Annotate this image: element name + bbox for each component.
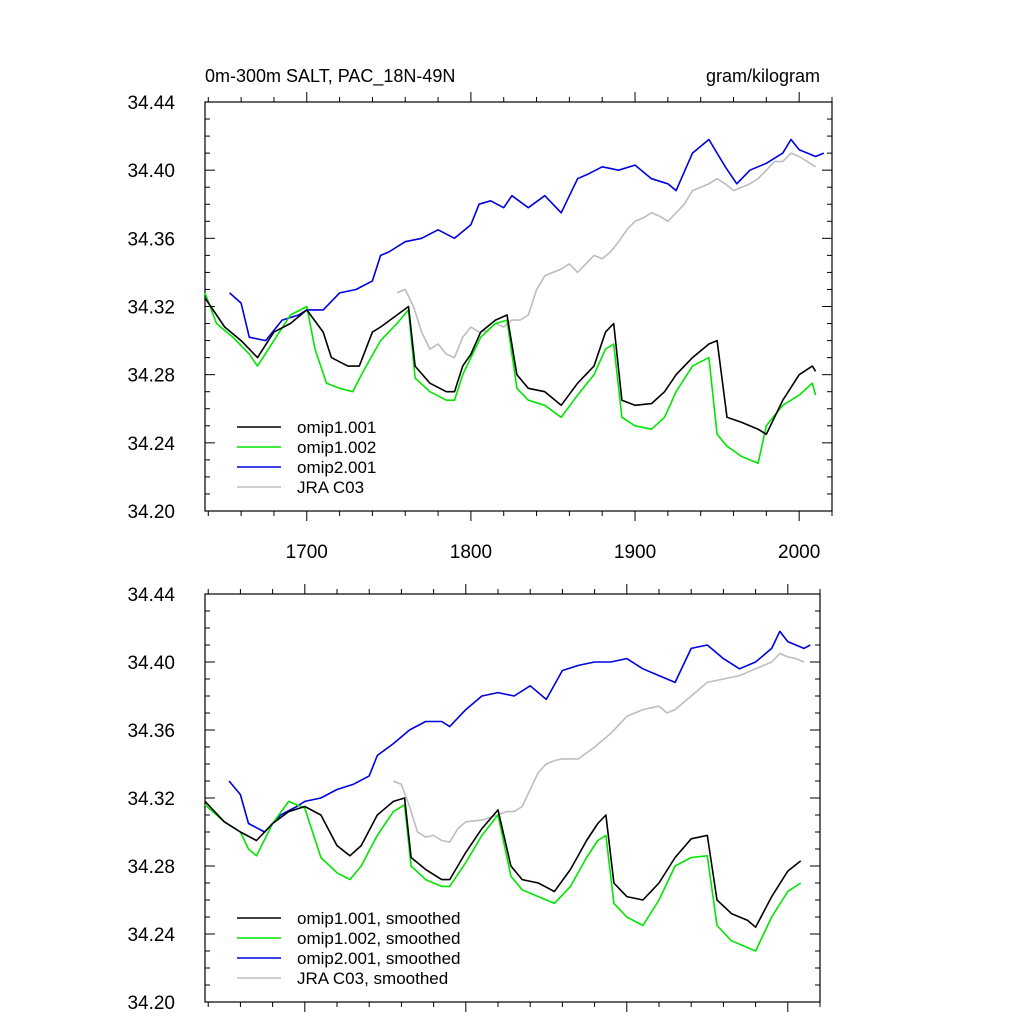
legend-label: omip1.002 (297, 438, 376, 457)
series-line-1 (204, 800, 802, 952)
panel-bottom: 34.20 34.24 34.28 34.32 34.36 34.40 34.44 omip1… (127, 584, 821, 1014)
units-label: gram/kilogram (706, 66, 820, 86)
legend-label: omip1.001, smoothed (297, 909, 461, 928)
x-tick-label: 1900 (614, 542, 656, 563)
y-tick-label: 34.40 (127, 161, 175, 182)
x-tick-label: 1800 (450, 542, 492, 563)
legend-label: omip2.001 (297, 458, 376, 477)
series-line-2 (229, 138, 825, 342)
legend-label: omip1.002, smoothed (297, 929, 461, 948)
y-tick-label: 34.36 (127, 229, 175, 250)
legend-label: omip1.001 (297, 418, 376, 437)
y-tick-label: 34.44 (127, 93, 175, 114)
y-tick-label: 34.44 (127, 585, 175, 606)
y-tick-label: 34.28 (127, 857, 175, 878)
y-tick-label: 34.28 (127, 366, 175, 387)
y-tick-label: 34.32 (127, 298, 175, 319)
legend-label: omip2.001, smoothed (297, 949, 461, 968)
series-line-3 (393, 652, 805, 844)
y-tick-label: 34.24 (127, 925, 175, 946)
x-tick-label: 1700 (286, 542, 328, 563)
series-line-3 (396, 152, 817, 359)
y-tick-label: 34.24 (127, 434, 175, 455)
y-tick-label: 34.40 (127, 653, 175, 674)
legend-label: JRA C03, smoothed (297, 969, 448, 988)
y-tick-label: 34.20 (127, 993, 175, 1014)
panel-top: 34.20 34.24 34.28 34.32 34.36 34.40 34.44 1700 1… (127, 92, 833, 563)
chart-title: 0m-300m SALT, PAC_18N-49N (205, 66, 455, 87)
series-line-0 (204, 797, 802, 929)
y-tick-label: 34.32 (127, 789, 175, 810)
series-line-2 (228, 630, 811, 833)
legend-label: JRA C03 (297, 478, 364, 497)
y-tick-label: 34.20 (127, 502, 175, 523)
x-tick-label: 2000 (778, 542, 820, 563)
series-line-1 (204, 292, 817, 465)
series-line-0 (204, 297, 817, 436)
y-tick-label: 34.36 (127, 721, 175, 742)
